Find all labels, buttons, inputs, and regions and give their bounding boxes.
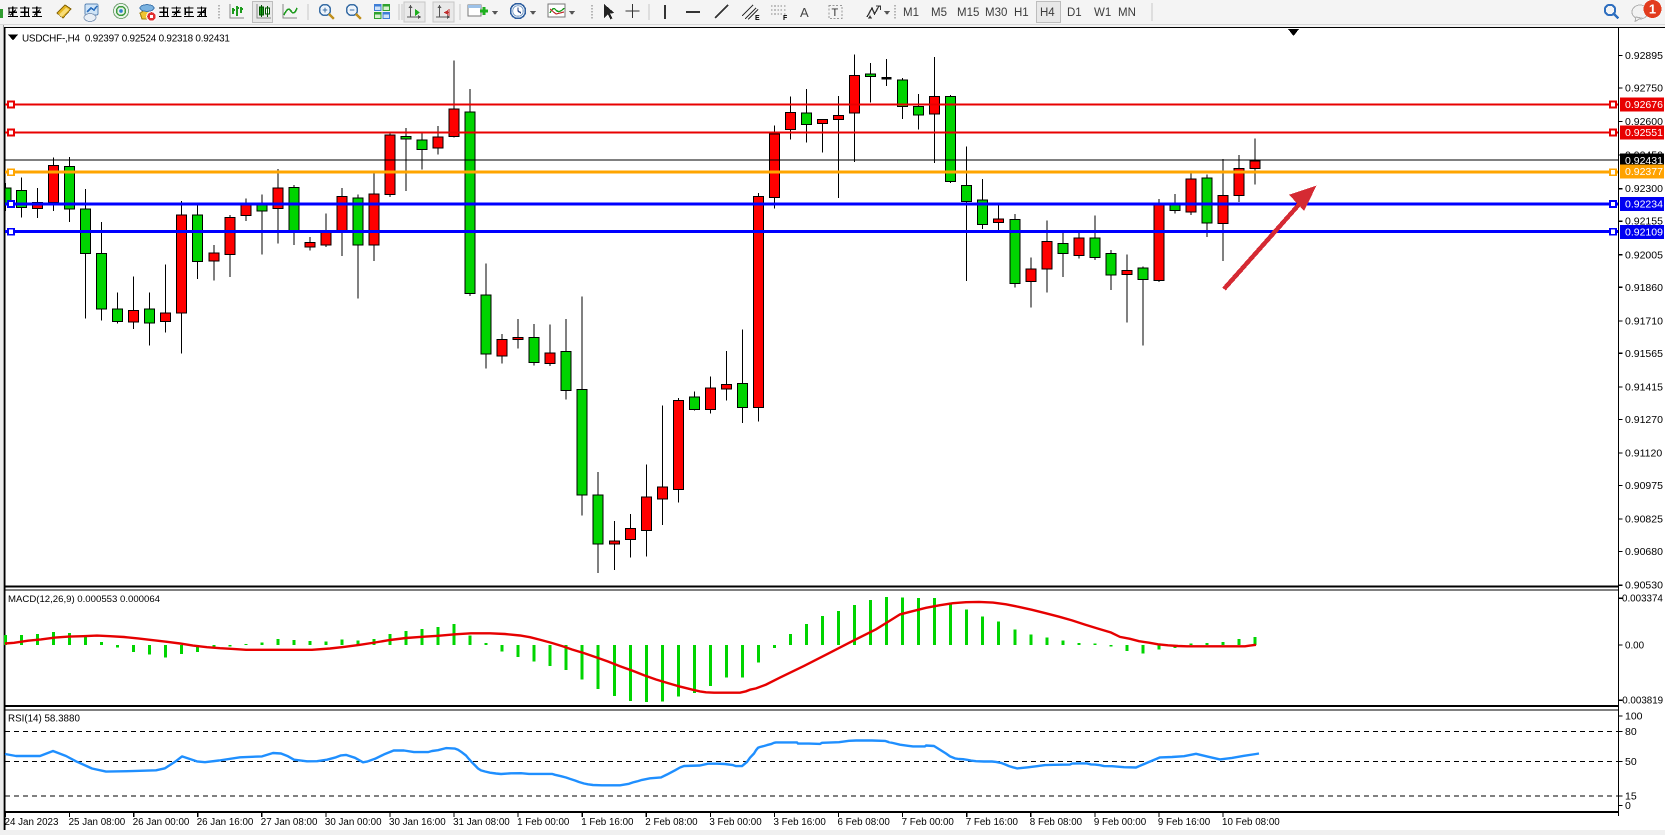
- svg-text:0.91120: 0.91120: [1625, 448, 1662, 460]
- svg-text:W1: W1: [1094, 7, 1111, 19]
- svg-text:15: 15: [1625, 790, 1637, 802]
- svg-text:1: 1: [1649, 2, 1656, 17]
- svg-text:0.92551: 0.92551: [1625, 127, 1663, 139]
- svg-text:MN: MN: [1118, 7, 1136, 19]
- svg-text:7 Feb 16:00: 7 Feb 16:00: [966, 817, 1019, 828]
- svg-text:F: F: [783, 15, 788, 22]
- svg-text:1 Feb 16:00: 1 Feb 16:00: [581, 817, 634, 828]
- svg-text:0.92377: 0.92377: [1625, 166, 1663, 178]
- svg-text:0.92676: 0.92676: [1625, 99, 1663, 111]
- svg-text:H1: H1: [1014, 7, 1029, 19]
- svg-text:0.91270: 0.91270: [1625, 414, 1663, 426]
- svg-text:25 Jan 08:00: 25 Jan 08:00: [69, 817, 126, 828]
- svg-text:M1: M1: [903, 7, 919, 19]
- svg-text:3 Feb 00:00: 3 Feb 00:00: [709, 817, 762, 828]
- svg-text:30 Jan 16:00: 30 Jan 16:00: [389, 817, 446, 828]
- svg-text:80: 80: [1625, 726, 1637, 738]
- svg-text:RSI(14) 58.3880: RSI(14) 58.3880: [8, 714, 80, 725]
- svg-text:31 Jan 08:00: 31 Jan 08:00: [453, 817, 510, 828]
- svg-text:6 Feb 08:00: 6 Feb 08:00: [838, 817, 891, 828]
- svg-text:0.92600: 0.92600: [1625, 116, 1663, 128]
- svg-text:2 Feb 08:00: 2 Feb 08:00: [645, 817, 698, 828]
- svg-text:27 Jan 08:00: 27 Jan 08:00: [261, 817, 318, 828]
- svg-text:30 Jan 00:00: 30 Jan 00:00: [325, 817, 382, 828]
- svg-text:10 Feb 08:00: 10 Feb 08:00: [1222, 817, 1280, 828]
- svg-text:9 Feb 16:00: 9 Feb 16:00: [1158, 817, 1211, 828]
- svg-text:0.90975: 0.90975: [1625, 480, 1663, 492]
- svg-text:0.00: 0.00: [1625, 641, 1645, 652]
- svg-text:0.90825: 0.90825: [1625, 514, 1663, 526]
- svg-text:0.92109: 0.92109: [1625, 227, 1663, 239]
- svg-text:0.92234: 0.92234: [1625, 199, 1663, 211]
- svg-text:0.90680: 0.90680: [1625, 546, 1663, 558]
- svg-text:24 Jan 2023: 24 Jan 2023: [5, 817, 59, 828]
- svg-text:0.91565: 0.91565: [1625, 348, 1663, 360]
- svg-text:0.003374: 0.003374: [1622, 594, 1663, 605]
- svg-text:26 Jan 00:00: 26 Jan 00:00: [133, 817, 190, 828]
- svg-text:8 Feb 08:00: 8 Feb 08:00: [1030, 817, 1083, 828]
- svg-text:100: 100: [1625, 711, 1643, 723]
- svg-text:0.91415: 0.91415: [1625, 381, 1663, 393]
- svg-text:0.91860: 0.91860: [1625, 282, 1663, 294]
- svg-text:E: E: [755, 15, 760, 22]
- svg-text:M5: M5: [931, 7, 947, 19]
- svg-text:0.92431: 0.92431: [1625, 155, 1663, 167]
- svg-text:M15: M15: [957, 7, 979, 19]
- svg-text:H4: H4: [1040, 7, 1055, 19]
- svg-text:D1: D1: [1067, 7, 1082, 19]
- svg-text:A: A: [800, 5, 809, 20]
- svg-text:M30: M30: [985, 7, 1007, 19]
- svg-text:0.92155: 0.92155: [1625, 216, 1663, 228]
- svg-text:0.91710: 0.91710: [1625, 315, 1663, 327]
- svg-text:USDCHF-,H4 0.92397 0.92524 0.: USDCHF-,H4 0.92397 0.92524 0.92318 0.924…: [22, 34, 230, 45]
- svg-text:1 Feb 00:00: 1 Feb 00:00: [517, 817, 570, 828]
- svg-text:MACD(12,26,9) 0.000553 0.00006: MACD(12,26,9) 0.000553 0.000064: [8, 594, 161, 605]
- svg-text:-0.003819: -0.003819: [1619, 696, 1663, 707]
- svg-text:3 Feb 16:00: 3 Feb 16:00: [774, 817, 827, 828]
- svg-text:0.90530: 0.90530: [1625, 580, 1663, 592]
- svg-text:0.92005: 0.92005: [1625, 249, 1663, 261]
- svg-text:0.92300: 0.92300: [1625, 183, 1663, 195]
- svg-text:26 Jan 16:00: 26 Jan 16:00: [197, 817, 254, 828]
- svg-text:−: −: [349, 5, 354, 15]
- svg-text:T: T: [832, 7, 839, 19]
- svg-text:0.92750: 0.92750: [1625, 82, 1663, 94]
- svg-text:9 Feb 00:00: 9 Feb 00:00: [1094, 817, 1147, 828]
- svg-text:50: 50: [1625, 756, 1637, 768]
- svg-text:0: 0: [1625, 800, 1631, 812]
- svg-text:0.92895: 0.92895: [1625, 50, 1663, 62]
- svg-text:+: +: [322, 5, 327, 15]
- svg-text:7 Feb 00:00: 7 Feb 00:00: [902, 817, 955, 828]
